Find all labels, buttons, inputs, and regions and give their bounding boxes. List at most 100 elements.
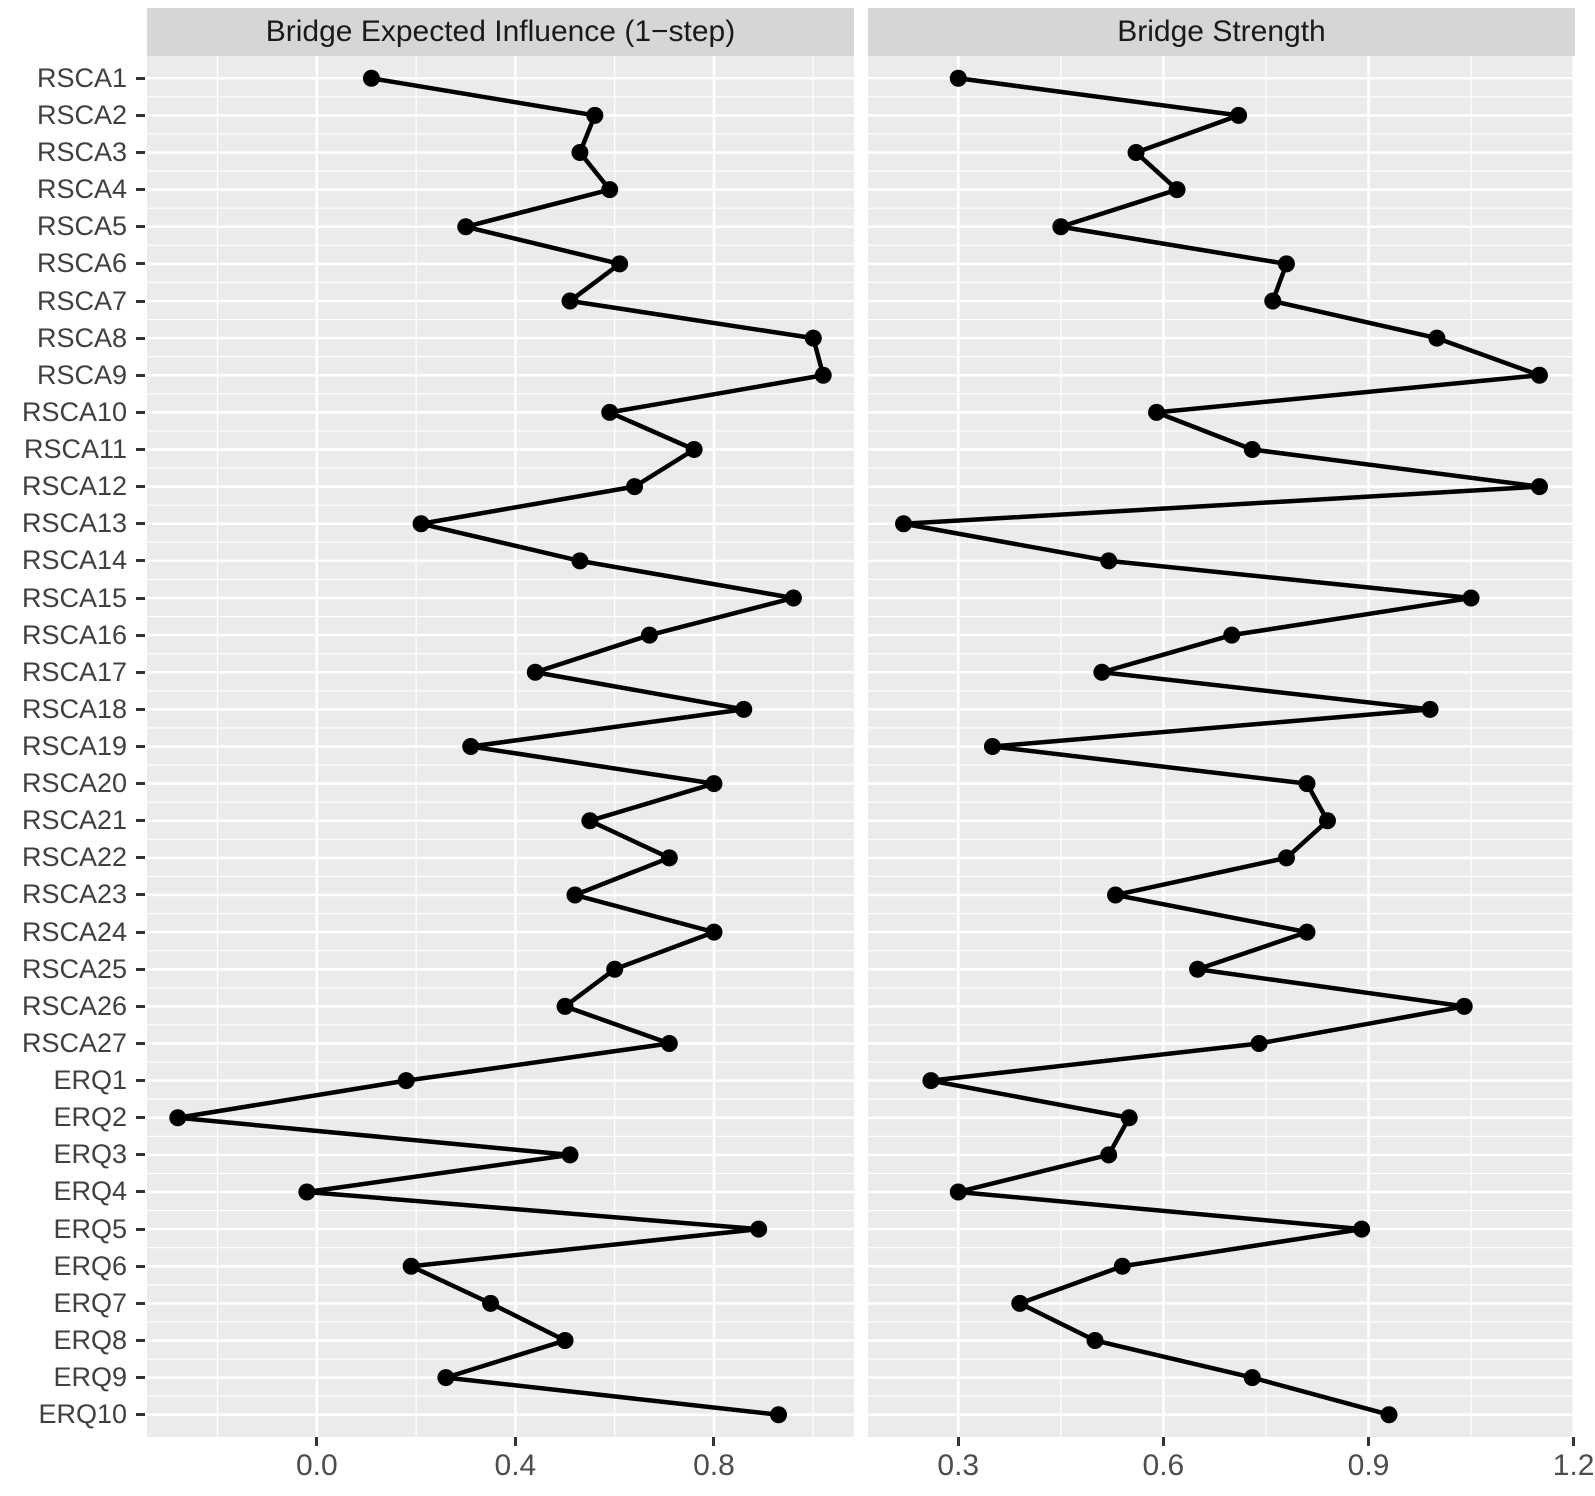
y-axis-tick-mark xyxy=(136,930,145,934)
data-point xyxy=(660,849,678,867)
y-axis-label: RSCA16 xyxy=(21,619,127,650)
data-point xyxy=(526,663,544,681)
y-axis-tick-mark xyxy=(136,1301,145,1305)
data-point xyxy=(586,106,604,124)
data-point xyxy=(1120,1109,1138,1127)
y-axis-label: RSCA24 xyxy=(21,916,127,947)
y-axis-label: RSCA15 xyxy=(21,582,127,613)
plot-svg xyxy=(147,56,854,1437)
y-axis-label: RSCA17 xyxy=(21,656,127,687)
data-point xyxy=(1250,1034,1268,1052)
data-point xyxy=(949,69,967,87)
data-point xyxy=(402,1257,420,1275)
data-point xyxy=(462,738,480,755)
y-axis-tick-mark xyxy=(136,1153,145,1157)
data-point xyxy=(1421,700,1439,718)
y-axis-label: RSCA19 xyxy=(21,731,127,761)
data-point xyxy=(298,1183,316,1201)
data-point xyxy=(1353,1220,1371,1238)
y-axis-label: RSCA1 xyxy=(36,62,127,93)
y-axis-tick-mark xyxy=(136,1376,145,1380)
data-point xyxy=(1113,1257,1131,1275)
y-axis-tick-mark xyxy=(136,262,145,266)
data-point xyxy=(1148,403,1166,421)
data-point xyxy=(949,1183,967,1201)
data-point xyxy=(1530,366,1548,384)
y-axis-label: ERQ10 xyxy=(38,1399,127,1430)
data-point xyxy=(685,441,703,459)
y-axis-tick-mark xyxy=(136,1190,145,1194)
y-axis: RSCA1 RSCA2 RSCA3 RSCA4 RSCA5 RSCA6 RSCA7 RSCA8… xyxy=(0,0,147,1496)
data-point xyxy=(750,1220,768,1238)
y-axis-label: ERQ3 xyxy=(53,1139,127,1170)
x-axis-tick-label: 0.3 xyxy=(937,1449,980,1482)
data-point xyxy=(804,329,822,347)
x-axis-tick-label: 0.4 xyxy=(494,1449,537,1482)
y-axis-label: RSCA25 xyxy=(21,953,127,984)
facet-strip-title: Bridge Strength xyxy=(868,8,1575,56)
data-point xyxy=(457,218,475,236)
y-axis-label: ERQ9 xyxy=(53,1362,127,1393)
data-point xyxy=(784,589,802,607)
data-point xyxy=(1052,218,1070,236)
y-axis-tick-mark xyxy=(136,373,145,377)
x-axis: 0.0 0.4 0.8 xyxy=(147,1437,854,1493)
y-axis-label: RSCA11 xyxy=(23,434,127,464)
data-point xyxy=(571,552,589,570)
y-axis-label: ERQ5 xyxy=(53,1213,127,1244)
data-point xyxy=(1428,329,1446,347)
data-point xyxy=(1243,441,1261,459)
y-axis-tick-mark xyxy=(136,967,145,971)
data-point xyxy=(1243,1369,1261,1387)
data-point xyxy=(640,626,658,644)
y-axis-label: RSCA12 xyxy=(21,471,127,502)
data-point xyxy=(1189,960,1207,978)
y-axis-label: RSCA26 xyxy=(21,990,127,1021)
y-axis-tick-mark xyxy=(136,745,145,748)
data-point xyxy=(1093,663,1111,681)
y-axis-tick-mark xyxy=(136,782,145,786)
data-point xyxy=(1462,589,1480,607)
data-point xyxy=(735,700,753,718)
y-axis-label: RSCA22 xyxy=(21,842,127,873)
y-axis-label: ERQ7 xyxy=(53,1287,127,1318)
y-axis-label: RSCA23 xyxy=(21,879,127,910)
data-point xyxy=(660,1034,678,1052)
y-axis-tick-mark xyxy=(136,1264,145,1268)
x-axis-tick-mark xyxy=(956,1437,960,1446)
data-point xyxy=(770,1406,788,1424)
y-axis-label: ERQ8 xyxy=(53,1324,127,1355)
data-point xyxy=(1100,1146,1118,1164)
data-point xyxy=(1277,255,1295,273)
data-point xyxy=(611,255,629,273)
data-point xyxy=(1380,1406,1398,1424)
panel-bridge-strength: Bridge Strength 0.3 0.6 0.9 1.2 xyxy=(868,8,1594,1493)
data-point xyxy=(397,1072,415,1090)
data-point xyxy=(1318,812,1336,830)
y-axis-tick-mark xyxy=(136,1004,145,1008)
data-point xyxy=(606,960,624,978)
x-axis-tick-mark xyxy=(712,1437,716,1446)
y-axis-label: RSCA4 xyxy=(36,174,127,205)
data-point xyxy=(561,292,579,310)
data-point xyxy=(1011,1294,1029,1312)
data-point xyxy=(601,181,619,199)
data-point xyxy=(1277,849,1295,867)
data-point xyxy=(566,886,584,904)
y-axis-tick-mark xyxy=(136,448,145,451)
data-point xyxy=(983,738,1001,755)
data-point xyxy=(1530,478,1548,496)
data-point xyxy=(556,997,574,1015)
data-point xyxy=(814,366,832,384)
y-axis-tick-mark xyxy=(136,1338,145,1342)
y-axis-label: RSCA21 xyxy=(21,805,127,836)
y-axis-label: RSCA27 xyxy=(21,1027,127,1058)
x-axis-tick-mark xyxy=(1367,1437,1370,1446)
y-axis-tick-mark xyxy=(136,819,145,823)
data-point xyxy=(1298,923,1316,941)
y-axis-tick-mark xyxy=(136,299,145,303)
y-axis-tick-mark xyxy=(136,559,145,563)
y-axis-tick-mark xyxy=(136,1116,145,1120)
y-axis-tick-mark xyxy=(136,336,145,340)
